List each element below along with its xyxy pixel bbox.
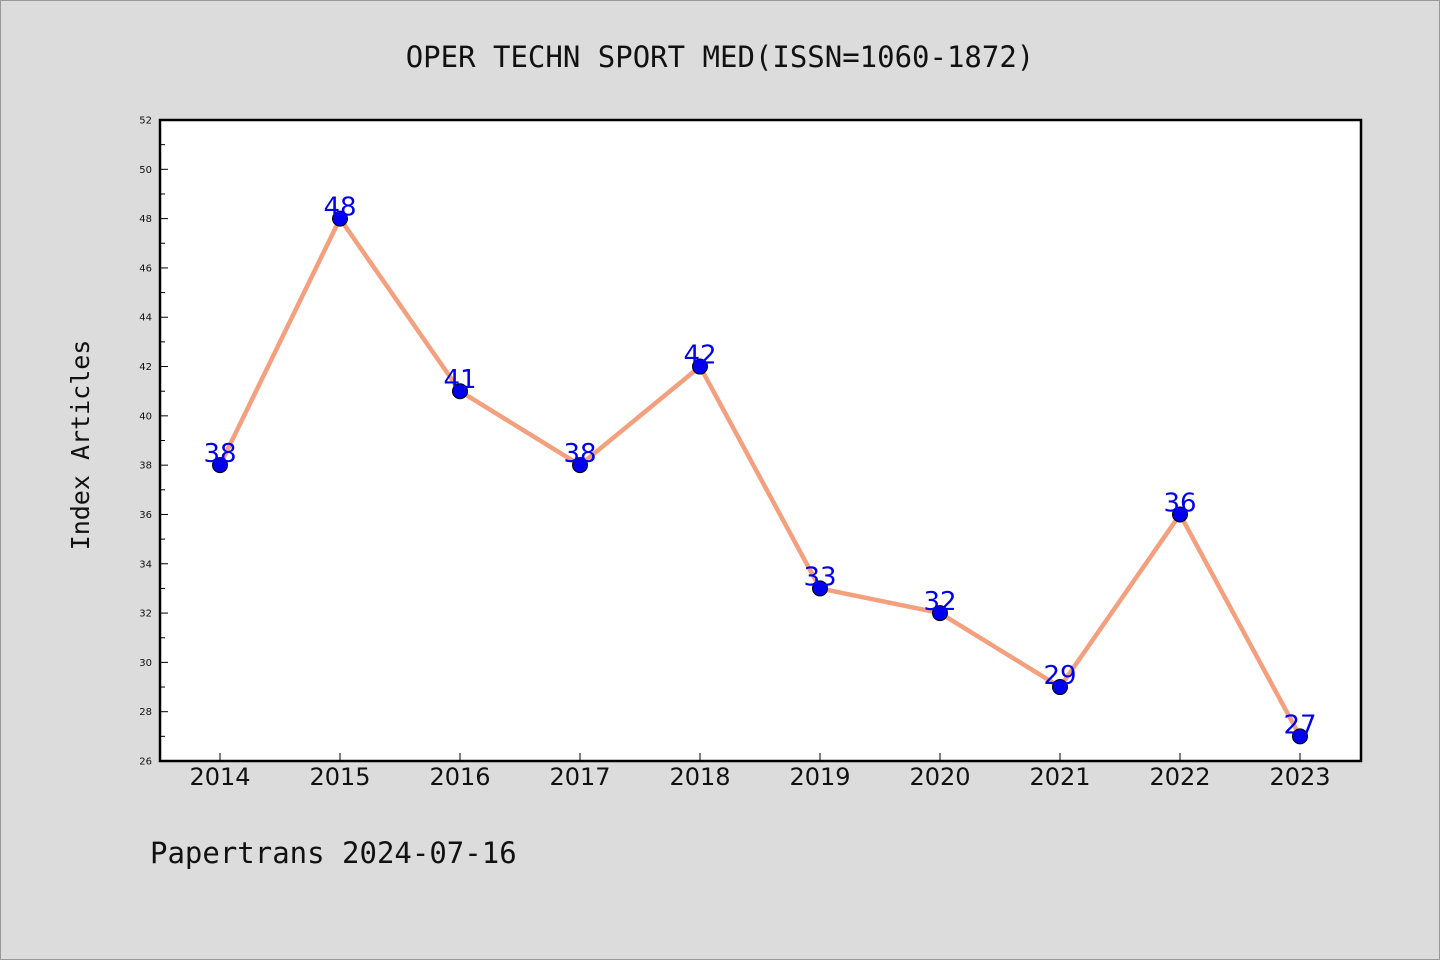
x-axis-ticks: 2014 2015 2016 2017 2018 2019 2020 2021 2022 2023: [189, 753, 1331, 791]
data-point: [812, 580, 828, 597]
x-tick-label: 2019: [789, 763, 850, 791]
series-line: [217, 216, 1303, 739]
y-tick-label: 30: [139, 658, 152, 669]
y-tick-label: 50: [139, 165, 152, 176]
data-point: [692, 358, 708, 375]
data-label: 29: [1043, 661, 1076, 691]
data-point: [1172, 506, 1188, 523]
data-label: 38: [563, 439, 596, 469]
data-label: 38: [203, 439, 236, 469]
data-point: [332, 210, 348, 227]
x-tick-label: 2014: [189, 763, 250, 791]
footer-text: Papertrans 2024-07-16: [150, 836, 517, 870]
y-tick-label: 36: [139, 510, 152, 521]
y-tick-label: 46: [139, 263, 152, 274]
series-group: 38 48 41 38 42 33 32 29 36 27: [203, 193, 1317, 745]
y-tick-label: 52: [139, 116, 152, 127]
y-tick-label: 34: [139, 559, 152, 570]
chart-title: OPER TECHN SPORT MED(ISSN=1060-1872): [406, 40, 1035, 74]
y-tick-label: 40: [139, 411, 152, 422]
y-axis-ticks: 26 28 30 32 34 36 38 40 42 44 46 48 50 52: [139, 116, 168, 768]
x-tick-label: 2016: [429, 763, 490, 791]
y-tick-label: 42: [139, 362, 152, 373]
data-point: [572, 457, 588, 474]
y-tick-label: 26: [139, 757, 152, 768]
data-point: [1052, 679, 1068, 696]
y-tick-label: 44: [139, 313, 152, 324]
data-label: 33: [803, 562, 836, 592]
x-tick-label: 2021: [1029, 763, 1090, 791]
y-tick-label: 48: [139, 214, 152, 225]
x-tick-label: 2017: [549, 763, 610, 791]
x-tick-label: 2023: [1269, 763, 1330, 791]
data-label: 42: [683, 341, 716, 371]
y-axis-label: Index Articles: [66, 340, 95, 551]
data-label: 36: [1163, 488, 1196, 518]
data-label: 48: [323, 193, 356, 223]
data-point: [932, 605, 948, 622]
data-point: [212, 457, 228, 474]
data-point: [452, 383, 468, 400]
x-tick-label: 2020: [909, 763, 970, 791]
x-tick-label: 2015: [309, 763, 370, 791]
plot-area: [158, 118, 1363, 763]
data-label: 41: [443, 365, 476, 395]
data-point: [1292, 728, 1308, 745]
data-label: 27: [1283, 710, 1316, 740]
x-tick-label: 2018: [669, 763, 730, 791]
y-tick-label: 28: [139, 707, 152, 718]
data-label: 32: [923, 587, 956, 617]
y-tick-label: 38: [139, 461, 152, 472]
y-tick-label: 32: [139, 609, 152, 620]
x-tick-label: 2022: [1149, 763, 1210, 791]
